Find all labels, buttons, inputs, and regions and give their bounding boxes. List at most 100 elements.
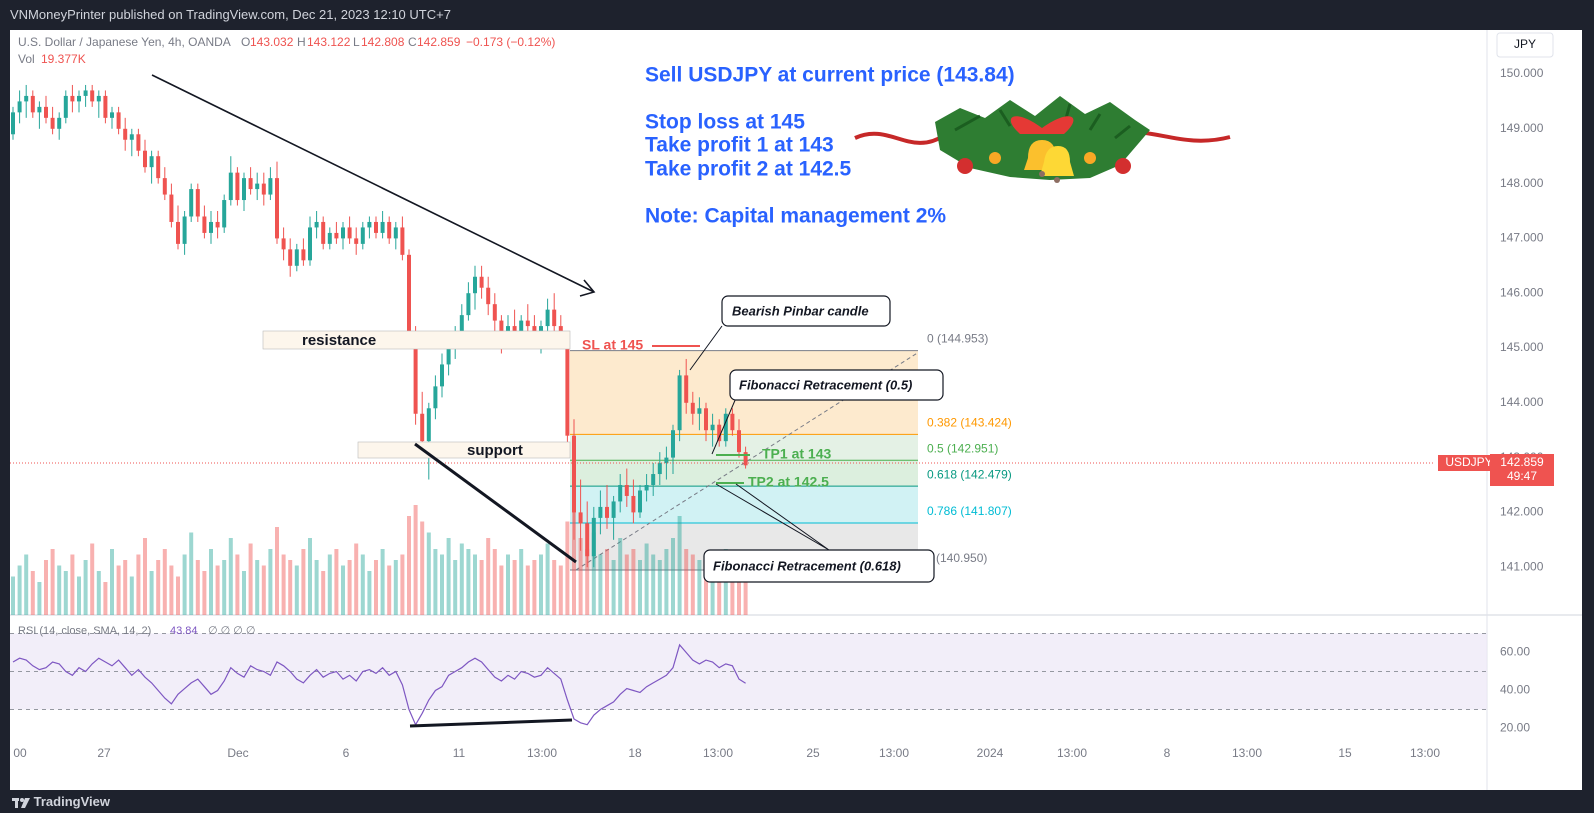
volume-bar [565,521,570,615]
volume-bar [261,565,266,615]
volume-bar [486,538,491,615]
candle-body [677,375,682,431]
price-tick: 141.000 [1500,559,1544,573]
rsi-divergence-line[interactable] [409,718,573,728]
price-tick: 146.000 [1500,285,1544,299]
volume-bar [149,571,154,615]
volume-bar [638,560,642,615]
callout-pinbar-pointer [689,325,723,371]
rsi-value: 43.84 [170,625,198,637]
fib-level-label: 0.5 (142.951) [927,441,998,455]
candle-body [420,413,425,442]
candle-body [525,320,530,327]
support-zone[interactable] [357,441,571,459]
volume-bar [618,538,623,615]
candle-body [624,485,629,496]
candle-body [248,178,253,190]
volume-bar [255,560,260,615]
volume-bar [651,554,656,615]
candle-body [70,95,75,102]
candle-body [314,221,319,228]
volume-bar [572,510,576,615]
candle-body [228,172,233,201]
bottom-bar: TradingView [0,790,1594,813]
candle-body [308,227,312,261]
volume-bar [301,549,306,615]
rsi-pane[interactable]: 60.00 40.00 20.00 [10,633,1530,735]
volume-bar [393,560,398,615]
candle-body [651,474,656,485]
stop-loss-text: Stop loss at 145 [645,111,805,134]
candle-body [552,309,557,327]
candle-body [222,200,227,228]
callout-fib0618-box[interactable] [703,549,935,583]
candle-body [261,183,266,195]
volume-bar [242,571,246,615]
candle-body [354,238,359,244]
currency-button[interactable] [1496,32,1554,58]
volume-bar [426,532,431,615]
candle-body [591,517,596,557]
volume-bar [176,576,180,615]
chart-svg[interactable]: 0 (144.953) 0.382 (143.424) 0.5 (142.951) 0… [10,30,1582,790]
capital-note-text: Note: Capital management 2% [645,205,946,228]
candle-body [242,178,246,201]
time-tick: 15 [1338,746,1352,760]
resistance-zone[interactable] [262,330,571,350]
top-bar: VNMoneyPrinter published on TradingView.… [0,0,1594,30]
downtrend-arrow-line[interactable] [151,74,595,293]
price-tick: 148.000 [1500,176,1544,190]
time-tick: 25 [806,746,820,760]
volume-bar [360,554,365,615]
candle-body [730,413,735,431]
volume-bar [17,565,22,615]
time-tick: 13:00 [1057,746,1087,760]
legend-low-label: L [353,35,360,49]
price-tick: 149.000 [1500,121,1544,135]
volume-bar [499,565,504,615]
candle-body [90,90,95,102]
candle-body [367,221,372,228]
volume-bar [70,554,75,615]
candle-body [44,106,48,118]
volume-bar [169,565,174,615]
time-tick: 13:00 [879,746,909,760]
volume-bar [294,565,299,615]
volume-bar [83,560,88,615]
price-divergence-line[interactable] [414,442,577,564]
volume-bar [710,554,715,615]
time-tick: 6 [343,746,350,760]
volume-bar [591,532,596,615]
candle-body [341,227,345,239]
last-price-badge [1490,454,1554,486]
fibonacci-retracement[interactable]: 0 (144.953) 0.382 (143.424) 0.5 (142.951) 0… [570,332,1012,571]
candle-body [519,320,524,332]
candle-body [486,287,491,305]
candle-body [466,293,471,316]
candle-body [684,375,689,403]
volume-bar [479,560,484,615]
volume-bar [347,560,352,615]
volume-bar [624,554,629,615]
callout-pinbar-box[interactable] [721,295,891,327]
volume-bar [387,565,392,615]
volume-bars [11,505,748,615]
time-tick: Dec [227,746,248,760]
candle-body [294,249,299,266]
chart-panel[interactable]: 0 (144.953) 0.382 (143.424) 0.5 (142.951) 0… [10,30,1582,790]
candle-body [321,221,326,244]
candle-body [426,408,431,442]
callout-fib05-box[interactable] [729,369,944,401]
volume-bar [30,571,35,615]
volume-bar [677,516,682,615]
legend-close-label: C [408,35,417,49]
rsi-tick: 40.00 [1500,683,1530,697]
volume-bar [374,560,378,615]
candle-body [644,485,649,491]
candle-body [697,408,702,414]
candle-body [77,95,81,102]
legend-volume-label: Vol [18,52,35,66]
time-axis[interactable]: 00 27 Dec 6 11 13:00 18 13:00 25 13:00 2024 13:00 8 1… [13,746,1440,760]
volume-bar [657,560,662,615]
candle-body [30,95,35,113]
